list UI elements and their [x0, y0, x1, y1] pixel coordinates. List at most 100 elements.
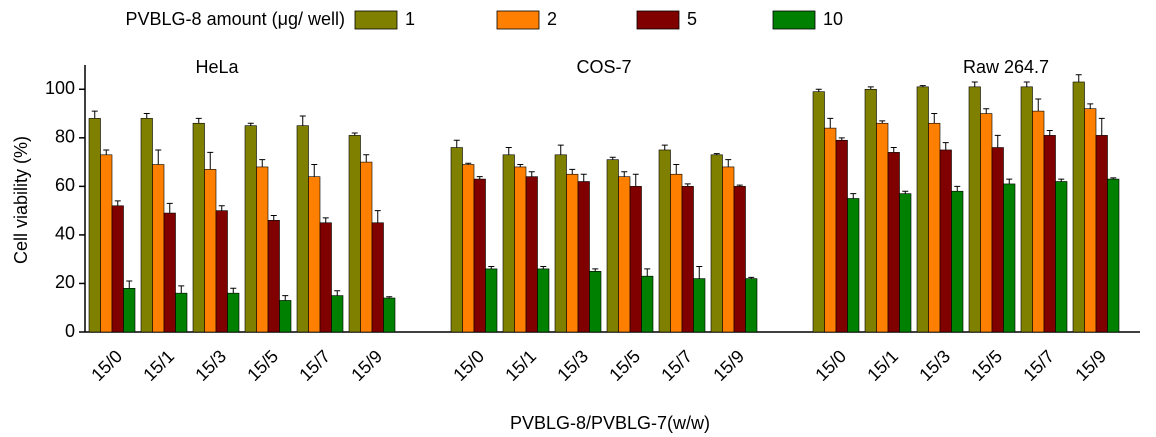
legend-swatch: [636, 10, 680, 30]
bar: [152, 164, 165, 333]
bar: [710, 154, 723, 333]
bar: [462, 164, 475, 333]
error-bar: [351, 132, 358, 136]
error-bar: [270, 214, 277, 221]
error-bar: [299, 115, 306, 126]
bar: [991, 147, 1004, 333]
x-tick-label: 15/5: [967, 346, 1006, 385]
bar: [256, 166, 269, 333]
bar: [1072, 81, 1085, 333]
error-bar: [867, 86, 874, 90]
y-tick-label: 20: [55, 272, 75, 292]
error-bar: [540, 265, 547, 269]
error-bar: [736, 184, 743, 187]
y-tick-label: 100: [45, 78, 75, 98]
error-bar: [1023, 81, 1030, 87]
error-bar: [557, 144, 564, 155]
error-bar: [971, 81, 978, 87]
error-bar: [838, 137, 845, 141]
error-bar: [919, 85, 926, 87]
error-bar: [827, 117, 834, 129]
bar: [1107, 178, 1120, 333]
x-axis-label: PVBLG-8/PVBLG-7(w/w): [510, 413, 710, 433]
error-bar: [1087, 103, 1094, 109]
legend-swatch: [772, 10, 816, 30]
bar: [835, 139, 848, 333]
y-axis-label: Cell viability (%): [11, 136, 31, 264]
error-bar: [322, 217, 329, 223]
bar: [175, 292, 188, 333]
bar: [928, 122, 941, 333]
error-bar: [1058, 178, 1065, 182]
error-bar: [247, 122, 254, 126]
bar: [847, 198, 860, 333]
bar: [123, 288, 136, 333]
bar: [658, 149, 671, 333]
error-bar: [517, 164, 524, 167]
legend-swatch: [354, 10, 398, 30]
error-bar: [644, 268, 651, 277]
error-bar: [334, 290, 341, 296]
bar: [745, 278, 758, 333]
bar: [244, 125, 257, 333]
error-bar: [1098, 117, 1105, 136]
bar: [916, 86, 929, 333]
bar: [319, 222, 332, 333]
x-tick-label: 15/7: [1019, 346, 1058, 385]
x-tick-label: 15/0: [811, 346, 850, 385]
y-tick-label: 40: [55, 224, 75, 244]
error-bar: [983, 108, 990, 114]
error-bar: [1110, 177, 1117, 180]
bar: [554, 154, 567, 333]
x-tick-label: 15/1: [863, 346, 902, 385]
legend-swatch: [496, 10, 540, 30]
bar: [670, 173, 683, 333]
error-bar: [661, 144, 668, 150]
bar: [450, 147, 463, 333]
bar: [163, 212, 176, 333]
error-bar: [91, 110, 98, 119]
bar: [140, 118, 153, 333]
error-bar: [713, 153, 720, 155]
error-bar: [684, 183, 691, 187]
bar: [204, 169, 217, 333]
bar: [308, 176, 321, 333]
error-bar: [311, 164, 318, 177]
error-bar: [178, 285, 185, 294]
bar: [348, 135, 361, 333]
bar: [502, 154, 515, 333]
x-tick-label: 15/7: [657, 346, 696, 385]
bar: [473, 178, 486, 333]
bar: [1003, 183, 1016, 333]
bar: [681, 186, 694, 333]
error-bar: [363, 154, 370, 163]
bar: [1095, 135, 1108, 333]
bar: [589, 271, 602, 333]
bar: [514, 166, 527, 333]
x-tick-label: 15/1: [501, 346, 540, 385]
error-bar: [954, 185, 961, 192]
bar: [296, 125, 309, 333]
x-tick-label: 15/9: [1071, 346, 1110, 385]
error-bar: [879, 120, 886, 124]
error-bar: [195, 117, 202, 124]
error-bar: [890, 147, 897, 153]
bar: [215, 210, 228, 333]
bar: [951, 190, 964, 333]
x-tick-label: 15/3: [191, 346, 230, 385]
error-bar: [282, 295, 289, 301]
bar: [111, 205, 124, 333]
error-bar: [1035, 98, 1042, 112]
bar: [383, 297, 396, 333]
legend-title: PVBLG-8 amount (μg/ well): [126, 9, 345, 29]
bar: [1043, 135, 1056, 333]
x-tick-label: 15/0: [87, 346, 126, 385]
error-bar: [725, 159, 732, 167]
bar: [100, 154, 113, 333]
error-bar: [166, 202, 173, 214]
bar: [812, 91, 825, 333]
bar: [606, 159, 619, 333]
error-bar: [126, 280, 133, 289]
legend-label: 5: [687, 9, 697, 29]
